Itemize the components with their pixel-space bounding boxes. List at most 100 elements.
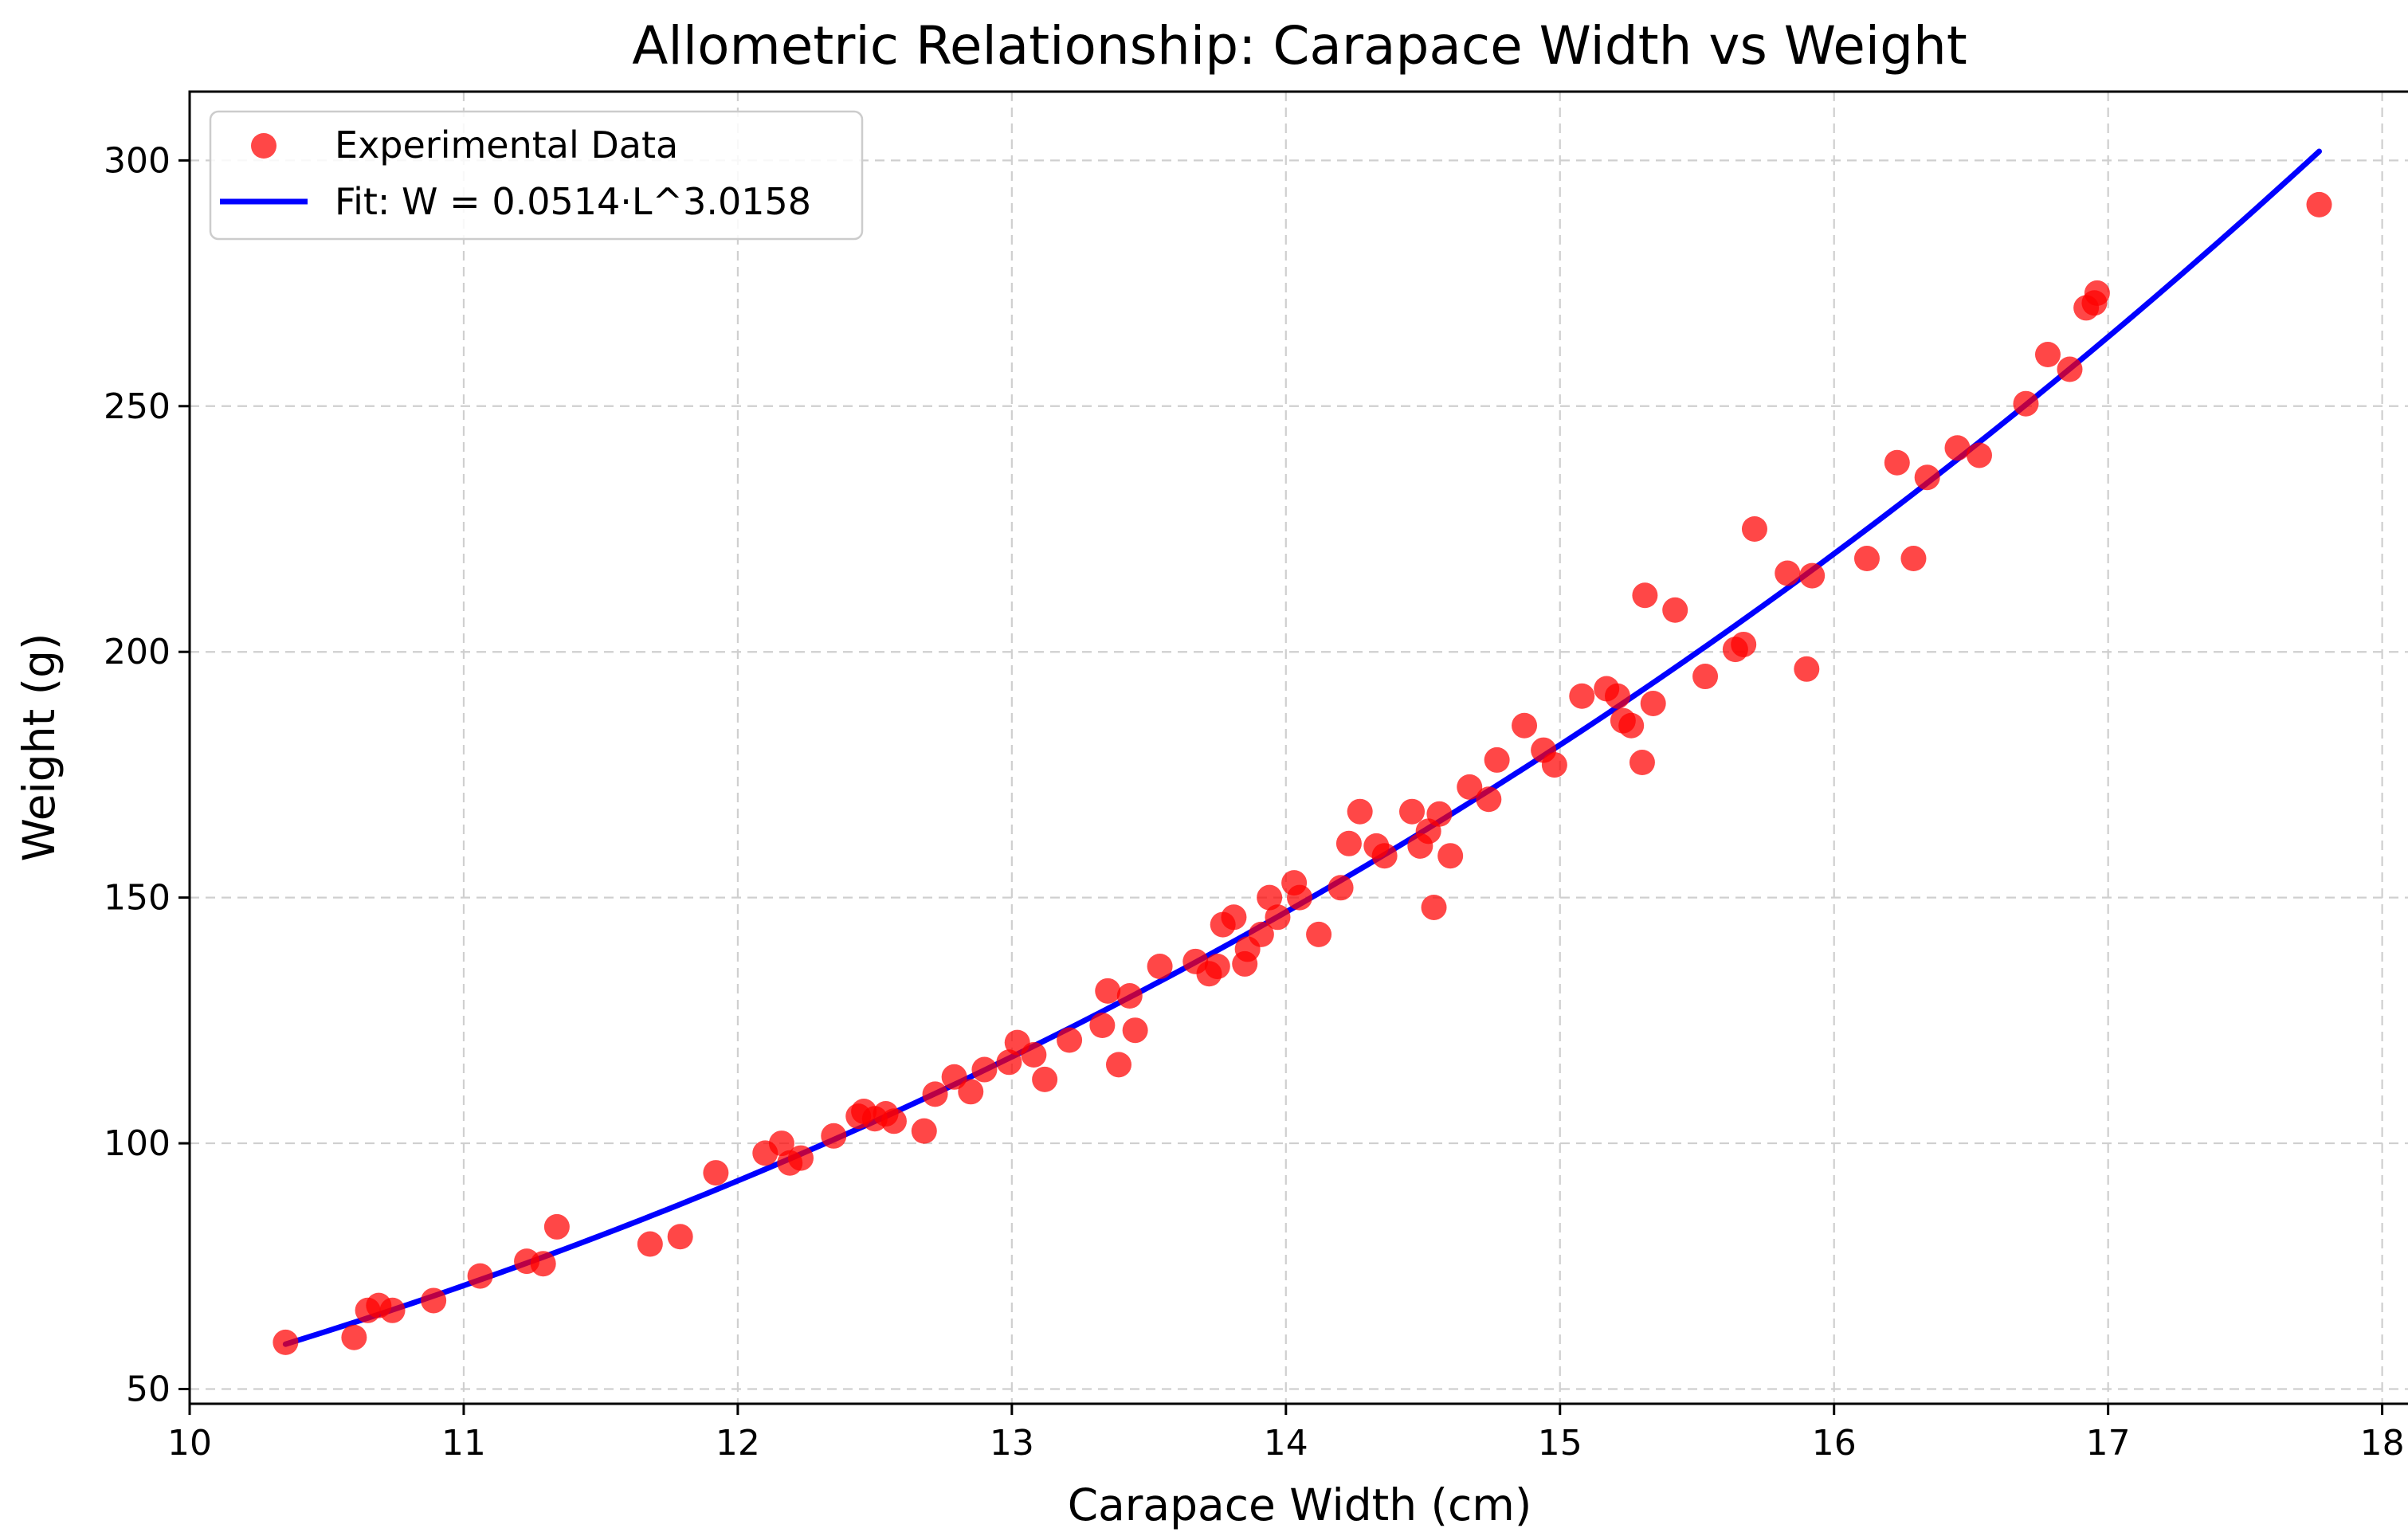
data-point — [1265, 904, 1291, 931]
data-point — [1089, 1013, 1116, 1039]
data-point — [1147, 954, 1173, 979]
y-tick-label: 250 — [104, 386, 171, 427]
data-point — [2057, 356, 2083, 382]
data-point — [1105, 1052, 1131, 1078]
data-point — [467, 1263, 493, 1289]
data-point — [1884, 449, 1910, 476]
data-point — [1914, 464, 1940, 491]
y-tick-label: 150 — [104, 878, 171, 919]
x-tick-label: 10 — [167, 1423, 212, 1464]
y-tick-label: 200 — [104, 632, 171, 672]
data-point — [1221, 904, 1247, 931]
x-tick-label: 14 — [1264, 1423, 1308, 1464]
data-point — [1775, 560, 1801, 586]
data-point — [2306, 191, 2332, 217]
data-point — [1371, 843, 1398, 869]
data-point — [1731, 631, 1757, 657]
data-point — [1640, 690, 1666, 716]
data-point — [1399, 798, 1426, 825]
data-point — [1632, 582, 1658, 609]
data-point — [1662, 597, 1688, 623]
legend-label-points: Experimental Data — [335, 123, 678, 167]
data-point — [1944, 435, 1971, 461]
data-point — [637, 1231, 663, 1257]
data-point — [2034, 342, 2061, 368]
x-tick-label: 15 — [1538, 1423, 1582, 1464]
data-point — [543, 1213, 570, 1240]
data-point — [1741, 516, 1767, 542]
legend-box — [209, 110, 864, 241]
data-point — [1512, 712, 1538, 739]
data-point — [1116, 983, 1143, 1009]
data-point — [958, 1079, 984, 1105]
data-point — [379, 1297, 406, 1323]
data-point — [941, 1064, 967, 1090]
data-point — [1604, 683, 1630, 709]
data-point — [1437, 843, 1464, 869]
data-point — [703, 1160, 729, 1186]
x-tick-label: 17 — [2086, 1423, 2131, 1464]
data-point — [1057, 1027, 1083, 1053]
data-point — [1347, 798, 1373, 825]
data-point — [1122, 1017, 1148, 1044]
legend-label-fit: Fit: W = 0.0514·L^3.0158 — [335, 180, 811, 223]
data-point — [1629, 750, 1655, 776]
data-point — [821, 1123, 847, 1149]
data-point — [880, 1108, 907, 1134]
data-point — [1032, 1066, 1058, 1092]
y-axis-label: Weight (g) — [14, 633, 65, 862]
data-point — [341, 1324, 367, 1350]
data-point — [1853, 546, 1880, 572]
x-tick-label: 13 — [990, 1423, 1034, 1464]
data-point — [1484, 746, 1510, 773]
data-point — [2013, 390, 2039, 417]
legend-marker-points — [251, 133, 276, 159]
data-point — [922, 1081, 948, 1107]
plot-frame — [188, 90, 2408, 1405]
data-point — [1541, 752, 1567, 778]
data-point — [2084, 280, 2110, 306]
data-point — [1328, 875, 1354, 901]
data-point — [421, 1287, 447, 1314]
data-point — [1421, 894, 1447, 920]
data-point — [1799, 562, 1826, 589]
data-point — [788, 1145, 814, 1171]
data-point — [768, 1131, 794, 1157]
data-point — [911, 1118, 937, 1144]
chart-title: Allometric Relationship: Carapace Width … — [632, 15, 1967, 76]
x-tick-label: 11 — [441, 1423, 486, 1464]
data-points — [273, 191, 2332, 1355]
data-point — [667, 1224, 693, 1250]
legend: Experimental Data Fit: W = 0.0514·L^3.01… — [209, 110, 864, 241]
data-point — [1426, 801, 1453, 827]
axis-ticks: 10 11 12 13 14 15 16 17 18 50 100 150 200 250 300 — [104, 140, 2405, 1464]
data-point — [1335, 830, 1362, 856]
data-point — [971, 1056, 998, 1083]
data-point — [1476, 786, 1502, 813]
data-point — [1692, 664, 1719, 690]
data-point — [1287, 884, 1312, 911]
y-tick-label: 100 — [104, 1123, 171, 1164]
data-point — [1794, 656, 1820, 682]
data-point — [530, 1251, 556, 1277]
x-tick-label: 16 — [1812, 1423, 1857, 1464]
data-point — [996, 1049, 1022, 1076]
x-tick-label: 18 — [2360, 1423, 2405, 1464]
data-point — [1021, 1042, 1047, 1068]
data-point — [1900, 546, 1927, 572]
data-point — [1204, 954, 1230, 979]
data-point — [273, 1329, 299, 1355]
x-axis-label: Carapace Width (cm) — [1068, 1479, 1532, 1530]
data-point — [1306, 921, 1332, 947]
data-point — [1257, 884, 1283, 911]
data-point — [1618, 712, 1645, 739]
data-point — [1457, 774, 1483, 800]
data-point — [1248, 921, 1274, 947]
data-point — [1967, 442, 1992, 468]
y-tick-label: 50 — [126, 1369, 171, 1409]
x-tick-label: 12 — [716, 1423, 760, 1464]
data-point — [1095, 978, 1121, 1004]
y-tick-label: 300 — [104, 140, 171, 181]
data-point — [1569, 683, 1595, 709]
